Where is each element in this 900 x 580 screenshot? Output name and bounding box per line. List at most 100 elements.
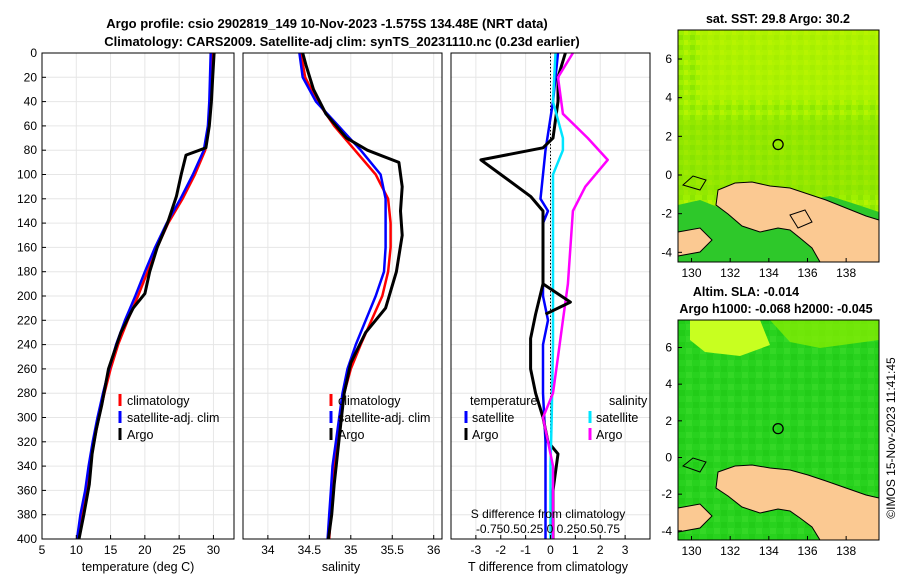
sla-argo-marker (772, 422, 784, 435)
sst-map-ticks: 130 132 134 136 138 6 4 2 0 -2 -4 (661, 52, 856, 280)
sst-map-frame (677, 29, 880, 263)
x-tick-label: 0 (547, 543, 554, 557)
map-x-tick-label: 136 (797, 266, 817, 280)
title-line2: Climatology: CARS2009. Satellite-adj cli… (104, 34, 579, 49)
series-s-argo (541, 52, 609, 539)
sst-band (678, 120, 879, 195)
series-satellite-adj-clim (298, 52, 387, 540)
salinity-ticks: 34 34.5 35 35.5 36 (261, 535, 441, 557)
salinity-xlabel: salinity (322, 560, 361, 574)
x-tick-label: -1 (520, 543, 531, 557)
map-y-tick-label: 6 (665, 52, 672, 66)
imos-credit: ©IMOS 15-Nov-2023 11:41:45 (884, 357, 898, 519)
y-tick-label: 300 (17, 411, 37, 425)
y-tick-label: 220 (17, 313, 37, 327)
y-tick-label: 380 (17, 508, 37, 522)
y-tick-label: 260 (17, 362, 37, 376)
map-x-tick-label: 138 (836, 544, 856, 558)
y-tick-label: 240 (17, 338, 37, 352)
diff-legend-t-satellite: satellite (472, 411, 514, 425)
sst-island-2 (789, 209, 813, 229)
temperature-panel: 5 10 15 20 25 3002040608010012014016018020022… (17, 46, 235, 574)
sla-map-title-line2: Argo h1000: -0.068 h2000: -0.045 (679, 302, 872, 316)
temp-legend-climatology: climatology (127, 394, 190, 408)
y-tick-label: 280 (17, 386, 37, 400)
salinity-axes-frame (242, 52, 443, 540)
sla-map-panel: Altim. SLA: -0.014 Argo h1000: -0.068 h2… (661, 285, 880, 559)
difference-panel: -3 -2 -1 0 1 2 3 T difference from climatology… (450, 52, 651, 574)
x-tick-label: -3 (471, 543, 482, 557)
sal-legend-satellite: satellite-adj. clim (338, 411, 430, 425)
x-tick-label: 2 (597, 543, 604, 557)
map-x-tick-label: 134 (759, 266, 779, 280)
sla-map-field (677, 320, 880, 541)
y-tick-label: 400 (17, 532, 37, 546)
map-y-tick-label: -2 (661, 487, 672, 501)
y-tick-label: 40 (24, 95, 38, 109)
y-tick-label: 140 (17, 216, 37, 230)
sst-map-panel: sat. SST: 29.8 Argo: 30.2 130 132 134 136 13… (661, 12, 880, 280)
x-tick-label: 36 (427, 543, 441, 557)
sla-map-frame (677, 319, 880, 541)
x-tick-label: 35 (344, 543, 358, 557)
title-line1: Argo profile: csio 2902819_149 10-Nov-20… (106, 16, 548, 31)
x-tick-label: 35.5 (381, 543, 405, 557)
map-x-tick-label: 138 (836, 266, 856, 280)
temperature-legend: climatology satellite-adj. clim Argo (118, 394, 219, 442)
difference-top-ticklabels: -0.750.50.25 0 0.250.50.75 (476, 522, 620, 536)
x-tick-label: 10 (70, 543, 84, 557)
map-y-tick-label: -4 (661, 245, 672, 259)
y-tick-label: 340 (17, 459, 37, 473)
series-climatology (299, 52, 392, 540)
sal-legend-argo: Argo (338, 428, 364, 442)
difference-lines (479, 52, 609, 539)
y-tick-label: 100 (17, 168, 37, 182)
map-x-tick-label: 132 (720, 544, 740, 558)
series-s-satellite (549, 52, 565, 539)
map-x-tick-label: 130 (682, 544, 702, 558)
y-tick-label: 160 (17, 240, 37, 254)
x-tick-label: 30 (207, 543, 221, 557)
diff-legend-salinity-title: salinity (609, 394, 648, 408)
y-tick-label: 0 (30, 46, 37, 60)
y-tick-label: 20 (24, 70, 38, 84)
x-tick-label: 5 (39, 543, 46, 557)
sst-argo-marker (772, 138, 784, 151)
sal-legend-climatology: climatology (338, 394, 401, 408)
difference-ticks: -3 -2 -1 0 1 2 3 (471, 535, 629, 557)
temperature-ticks: 5 10 15 20 25 3002040608010012014016018020022… (17, 46, 220, 557)
map-x-tick-label: 134 (759, 544, 779, 558)
series-argo (301, 52, 404, 540)
map-y-tick-label: 4 (665, 377, 672, 391)
y-tick-label: 320 (17, 435, 37, 449)
map-y-tick-label: -4 (661, 524, 672, 538)
sla-map-ticks: 130 132 134 136 138 6 4 2 0 -2 -4 (661, 341, 856, 559)
map-y-tick-label: 2 (665, 414, 672, 428)
y-tick-label: 80 (24, 143, 38, 157)
x-tick-label: 25 (172, 543, 186, 557)
series-argo (77, 52, 216, 540)
temp-legend-argo: Argo (127, 428, 153, 442)
temperature-xlabel: temperature (deg C) (82, 560, 195, 574)
map-y-tick-label: 0 (665, 451, 672, 465)
map-y-tick-label: 2 (665, 129, 672, 143)
map-y-tick-label: 6 (665, 341, 672, 355)
series-argo-spike (542, 282, 572, 316)
x-tick-label: 20 (138, 543, 152, 557)
y-tick-label: 120 (17, 192, 37, 206)
temp-legend-satellite: satellite-adj. clim (127, 411, 219, 425)
x-tick-label: 34.5 (298, 543, 322, 557)
sst-island-1 (682, 175, 707, 191)
sla-high-patch (690, 320, 770, 356)
sla-map-title-line1: Altim. SLA: -0.014 (693, 285, 799, 299)
map-x-tick-label: 130 (682, 266, 702, 280)
difference-xlabel: T difference from climatology (468, 560, 629, 574)
sst-map-title: sat. SST: 29.8 Argo: 30.2 (706, 12, 850, 26)
diff-legend-temperature-title: temperature (470, 394, 537, 408)
difference-legend: temperature satellite Argo salinity sate… (464, 394, 648, 442)
diff-legend-s-satellite: satellite (596, 411, 638, 425)
salinity-panel: 34 34.5 35 35.5 36 salinity climatology sate… (242, 52, 443, 574)
x-tick-label: 3 (622, 543, 629, 557)
y-tick-label: 360 (17, 483, 37, 497)
